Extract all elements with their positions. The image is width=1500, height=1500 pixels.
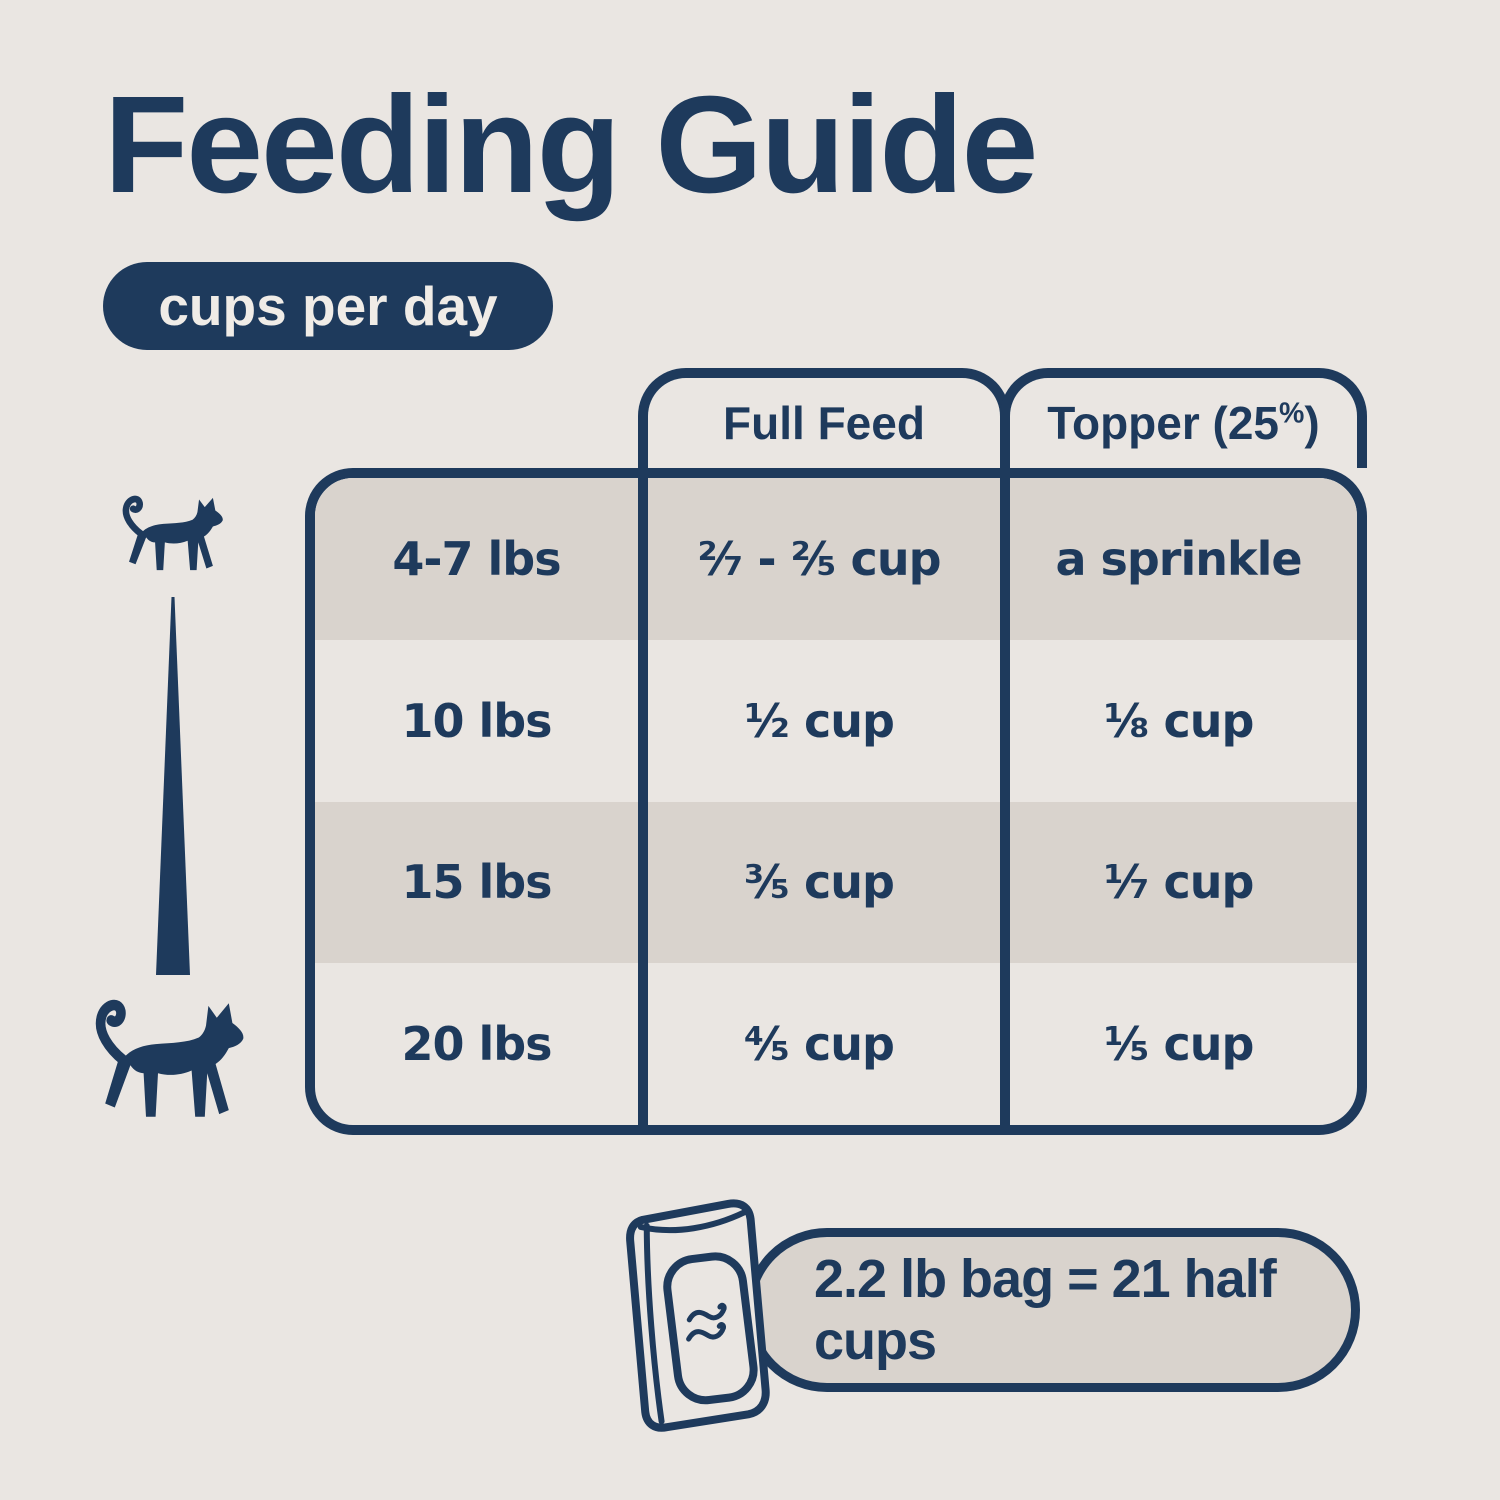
column-header-topper: Topper (25%) — [1000, 368, 1367, 468]
bag-note-pill: 2.2 lb bag = 21 half cups — [745, 1228, 1360, 1392]
table-row: 10 lbs ¹⁄₂ cup ¹⁄₈ cup — [315, 640, 1357, 802]
unit-badge-label: cups per day — [158, 275, 498, 337]
full-feed-cell: ²⁄₇ - ²⁄₅ cup — [697, 531, 941, 586]
percent-superscript: % — [1279, 397, 1305, 430]
topper-cell: ¹⁄₇ cup — [1103, 855, 1255, 910]
weight-cell: 15 lbs — [401, 855, 552, 910]
topper-label: Topper (25%) — [1047, 397, 1320, 449]
full-feed-cell: ⁴⁄₅ cup — [744, 1017, 895, 1072]
full-feed-label: Full Feed — [723, 397, 925, 449]
page-title: Feeding Guide — [104, 68, 1038, 222]
table-row: 15 lbs ³⁄₅ cup ¹⁄₇ cup — [315, 801, 1357, 964]
topper-cell: a sprinkle — [1055, 531, 1302, 586]
large-cat-icon — [95, 999, 244, 1117]
size-scale-wedge — [156, 597, 190, 975]
bag-note-label: 2.2 lb bag = 21 half cups — [814, 1249, 1277, 1371]
small-cat-icon — [122, 495, 223, 571]
table-row: 4-7 lbs ²⁄₇ - ²⁄₅ cup a sprinkle — [315, 478, 1357, 640]
topper-cell: ¹⁄₅ cup — [1103, 1017, 1255, 1072]
full-feed-cell: ¹⁄₂ cup — [744, 693, 895, 748]
topper-cell: ¹⁄₈ cup — [1103, 693, 1255, 748]
weight-cell: 20 lbs — [401, 1017, 552, 1072]
table-row: 20 lbs ⁴⁄₅ cup ¹⁄₅ cup — [315, 963, 1357, 1125]
weight-cell: 4-7 lbs — [392, 531, 561, 586]
weight-cell: 10 lbs — [401, 693, 552, 748]
unit-badge: cups per day — [103, 262, 553, 350]
column-divider — [638, 478, 648, 1125]
full-feed-cell: ³⁄₅ cup — [744, 855, 895, 910]
column-divider — [1000, 478, 1010, 1125]
food-bag-icon — [626, 1199, 770, 1432]
column-header-full-feed: Full Feed — [638, 368, 1010, 468]
feeding-table: 4-7 lbs ²⁄₇ - ²⁄₅ cup a sprinkle 10 lbs … — [305, 468, 1367, 1135]
